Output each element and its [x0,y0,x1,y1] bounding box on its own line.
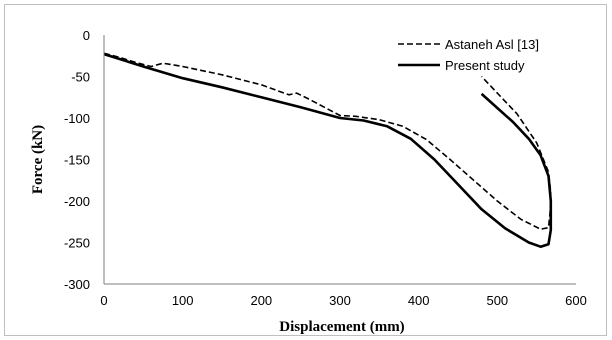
y-tick-label: -250 [64,236,90,251]
x-tick-label: 100 [172,293,194,308]
y-tick-label: -50 [71,70,90,85]
x-tick-label: 300 [329,293,351,308]
series-line-astaneh-asl [103,52,552,230]
legend: Astaneh Asl [13] Present study [398,37,539,73]
x-tick-label: 600 [565,293,587,308]
legend-label: Astaneh Asl [13] [445,37,539,52]
y-tick-label: -200 [64,194,90,209]
y-tick-label: 0 [83,28,90,43]
y-tick-label: -300 [64,277,90,292]
legend-label: Present study [445,58,525,73]
y-tick-label: -100 [64,111,90,126]
y-axis-title: Force (kN) [30,125,46,194]
series-line-present-study [103,52,553,248]
x-tick-label: 500 [486,293,508,308]
x-tick-label: 200 [250,293,272,308]
y-tick-label: -150 [64,153,90,168]
x-tick-label: 400 [408,293,430,308]
x-tick-label: 0 [100,293,107,308]
x-axis-title: Displacement (mm) [279,319,404,335]
